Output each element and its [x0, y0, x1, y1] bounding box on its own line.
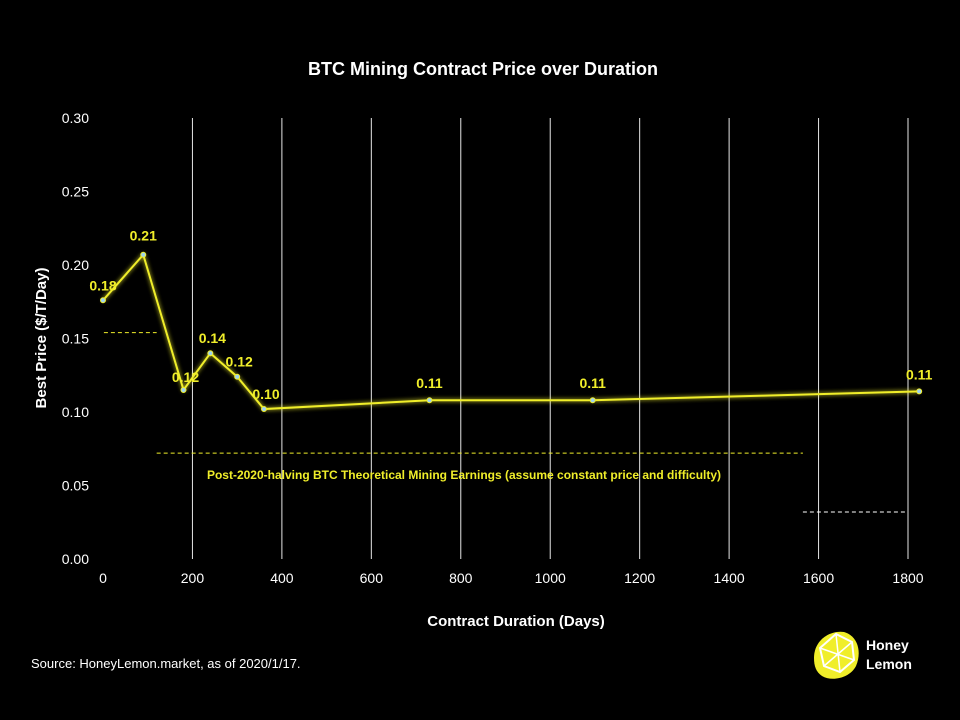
y-tick-label: 0.15 [62, 331, 89, 347]
y-ticks: 0.00 0.05 0.10 0.15 0.20 0.25 0.30 [62, 110, 89, 567]
x-tick-label: 800 [449, 570, 473, 586]
y-axis-title: Best Price ($/T/Day) [33, 268, 50, 409]
x-tick-label: 1200 [624, 570, 655, 586]
x-tick-label: 1600 [803, 570, 834, 586]
brand-line-2: Lemon [866, 656, 912, 672]
y-tick-label: 0.20 [62, 257, 89, 273]
source-note: Source: HoneyLemon.market, as of 2020/1/… [31, 656, 301, 671]
data-point [180, 386, 187, 393]
data-label: 0.18 [89, 277, 116, 293]
data-label: 0.12 [226, 354, 253, 370]
y-tick-label: 0.05 [62, 478, 89, 494]
x-tick-label: 600 [360, 570, 384, 586]
data-point [207, 350, 214, 357]
y-tick-label: 0.25 [62, 184, 89, 200]
data-label: 0.14 [199, 330, 226, 346]
x-ticks: 0 200 400 600 800 1000 1200 1400 1600 1800 [99, 570, 924, 586]
reference-annotation: Post-2020-halving BTC Theoretical Mining… [207, 468, 721, 482]
x-tick-label: 1800 [892, 570, 923, 586]
brand-name: Honey Lemon [866, 636, 912, 674]
x-axis-title: Contract Duration (Days) [427, 613, 605, 630]
data-point [140, 251, 147, 258]
data-label: 0.12 [172, 369, 199, 385]
data-point [234, 373, 241, 380]
grid [191, 118, 909, 559]
y-tick-label: 0.00 [62, 551, 89, 567]
data-label: 0.11 [579, 375, 606, 391]
x-tick-label: 200 [181, 570, 205, 586]
data-point [916, 388, 923, 395]
data-point [100, 297, 106, 304]
data-label: 0.21 [130, 228, 157, 244]
x-tick-label: 0 [99, 570, 107, 586]
data-label: 0.11 [906, 366, 933, 382]
x-tick-label: 1000 [535, 570, 566, 586]
x-tick-label: 1400 [714, 570, 745, 586]
lemon-icon [814, 631, 859, 679]
data-label: 0.10 [252, 386, 279, 402]
data-point [589, 397, 596, 404]
data-label: 0.11 [416, 375, 443, 391]
chart-title: BTC Mining Contract Price over Duration [308, 59, 658, 79]
x-tick-label: 400 [270, 570, 294, 586]
series: 0.180.210.120.140.120.100.11 0.110.11 [89, 228, 933, 413]
brand-line-1: Honey [866, 637, 909, 653]
reference-lines [103, 332, 908, 513]
y-tick-label: 0.30 [62, 110, 89, 126]
y-tick-label: 0.10 [62, 404, 89, 420]
brand-logo: Honey Lemon [808, 628, 948, 688]
data-point [261, 406, 267, 413]
data-point [426, 397, 433, 404]
